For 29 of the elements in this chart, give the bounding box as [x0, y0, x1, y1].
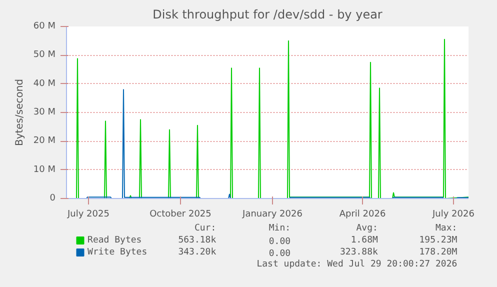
y-tick-label: 50 M — [33, 50, 56, 60]
text: 1.68M — [350, 236, 378, 246]
text: 195.23M — [419, 236, 458, 246]
legend-label: Read Bytes — [88, 236, 142, 246]
text: 343.20k — [178, 248, 217, 258]
y-axis-title: Bytes/second — [14, 78, 26, 146]
text: Max: — [436, 224, 458, 234]
x-tick-label: October 2025 — [150, 210, 212, 220]
x-tick-label: July 2025 — [66, 210, 110, 220]
text: Avg: — [356, 224, 378, 234]
text: 563.18k — [178, 236, 217, 246]
y-tick-label: 30 M — [33, 108, 56, 118]
y-tick-label: 40 M — [33, 78, 56, 89]
text: 323.88k — [340, 248, 378, 258]
text: Last update: Wed Jul 29 20:00:27 2026 — [256, 260, 458, 270]
y-tick-label: 20 M — [33, 136, 56, 146]
chart-title: Disk throughput for /dev/sdd - by year — [152, 8, 382, 22]
x-tick-label: July 2026 — [432, 210, 475, 220]
y-tick-label: 0 — [50, 194, 56, 204]
text: Cur: — [194, 224, 216, 234]
y-tick-label: 60 M — [33, 22, 56, 32]
text: 0.00 — [268, 249, 291, 259]
legend-label: Write Bytes — [88, 248, 148, 258]
x-tick-label: January 2026 — [242, 210, 303, 220]
y-tick-label: 10 M — [33, 164, 56, 175]
text: 0.00 — [268, 237, 291, 247]
text: 178.20M — [419, 248, 458, 258]
x-tick-label: April 2026 — [339, 210, 386, 220]
text: Min: — [268, 224, 291, 234]
